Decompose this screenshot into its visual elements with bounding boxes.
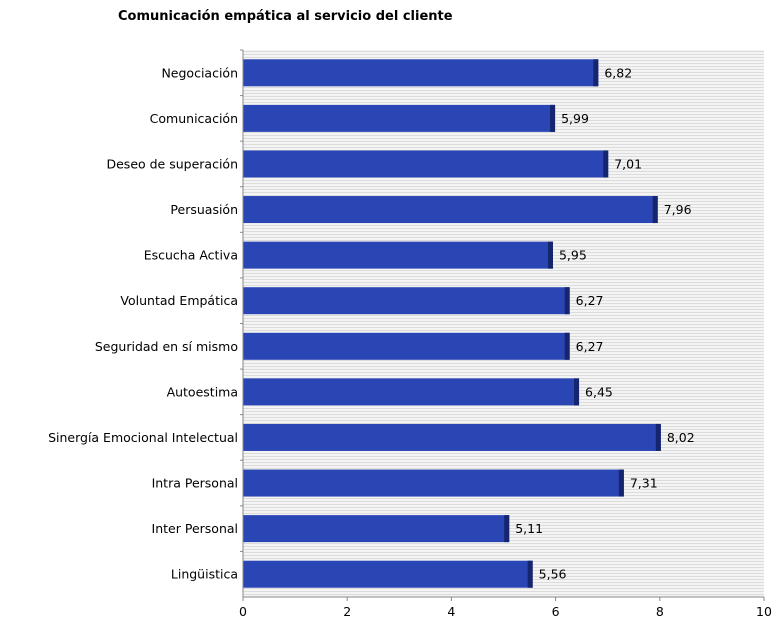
bar bbox=[243, 59, 599, 87]
bar bbox=[243, 560, 533, 588]
value-label: 7,01 bbox=[614, 156, 642, 171]
value-label: 5,99 bbox=[561, 111, 589, 126]
category-label: Persuasión bbox=[170, 202, 238, 217]
x-tick-label: 8 bbox=[656, 604, 664, 619]
bar bbox=[243, 469, 624, 497]
category-label: Seguridad en sí mismo bbox=[95, 339, 238, 354]
bar bbox=[243, 378, 580, 406]
bar-edge bbox=[564, 287, 570, 315]
value-label: 5,95 bbox=[559, 248, 587, 263]
value-label: 7,31 bbox=[630, 476, 658, 491]
category-label: Escucha Activa bbox=[144, 248, 238, 263]
bar bbox=[243, 241, 553, 269]
bar bbox=[243, 515, 510, 543]
category-label: Deseo de superación bbox=[106, 156, 238, 171]
bar-edge bbox=[652, 196, 658, 224]
category-label: Negociación bbox=[161, 65, 238, 80]
value-label: 5,56 bbox=[539, 567, 567, 582]
value-label: 6,27 bbox=[576, 339, 604, 354]
category-label: Intra Personal bbox=[152, 476, 238, 491]
category-label: Autoestima bbox=[167, 384, 238, 399]
x-tick-label: 2 bbox=[343, 604, 351, 619]
x-tick-label: 10 bbox=[756, 604, 772, 619]
bar-edge bbox=[593, 59, 599, 87]
category-label: Sinergía Emocional Intelectual bbox=[48, 430, 238, 445]
category-label: Lingüistica bbox=[171, 567, 238, 582]
x-tick-label: 0 bbox=[239, 604, 247, 619]
value-label: 6,45 bbox=[585, 384, 613, 399]
category-label: Comunicación bbox=[150, 111, 238, 126]
bar-edge bbox=[550, 104, 556, 132]
chart-title: Comunicación empática al servicio del cl… bbox=[118, 9, 453, 24]
category-label: Voluntad Empática bbox=[120, 293, 238, 308]
category-label: Inter Personal bbox=[152, 521, 238, 536]
bar bbox=[243, 104, 556, 132]
bar-edge bbox=[574, 378, 580, 406]
x-tick-label: 4 bbox=[447, 604, 455, 619]
bar-edge bbox=[504, 515, 510, 543]
bar-edge bbox=[564, 332, 570, 360]
value-label: 8,02 bbox=[667, 430, 695, 445]
bar-edge bbox=[618, 469, 624, 497]
bar-edge bbox=[655, 423, 661, 451]
x-tick-label: 6 bbox=[552, 604, 560, 619]
value-label: 7,96 bbox=[664, 202, 692, 217]
bar-edge bbox=[603, 150, 609, 178]
bar-edge bbox=[547, 241, 553, 269]
bar bbox=[243, 423, 661, 451]
bar bbox=[243, 196, 658, 224]
bar bbox=[243, 287, 570, 315]
value-label: 5,11 bbox=[515, 521, 543, 536]
bar bbox=[243, 332, 570, 360]
bar bbox=[243, 150, 609, 178]
value-label: 6,27 bbox=[576, 293, 604, 308]
value-label: 6,82 bbox=[604, 65, 632, 80]
bar-edge bbox=[527, 560, 533, 588]
